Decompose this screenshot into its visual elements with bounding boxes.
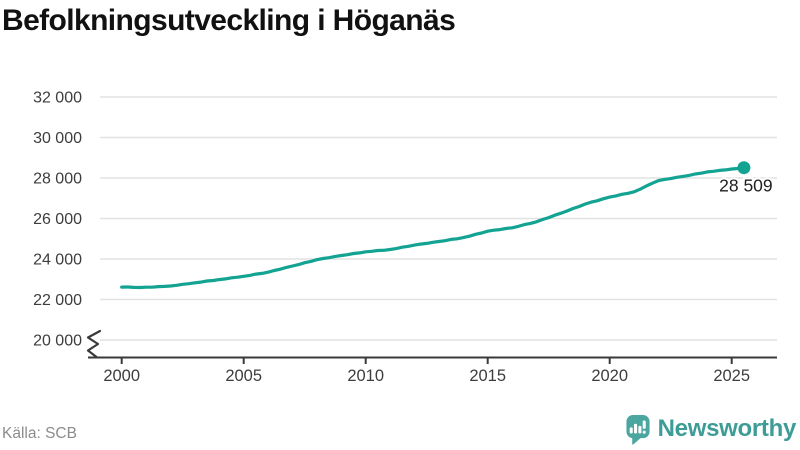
y-axis-labels: 20 000 22 000 24 000 26 000 28 000 30 00…	[33, 90, 82, 350]
x-axis-label: 2005	[225, 367, 262, 385]
y-axis-label: 24 000	[33, 252, 82, 269]
y-axis-label: 28 000	[33, 171, 82, 188]
series-end-value-label: 28 509	[719, 176, 773, 196]
y-axis-label: 26 000	[33, 211, 82, 228]
y-axis-label: 30 000	[33, 130, 82, 147]
x-axis-label: 2020	[591, 367, 628, 385]
chart-title: Befolkningsutveckling i Höganäs	[2, 4, 456, 37]
y-axis-break-zigzag	[86, 329, 102, 359]
series-end-dot	[737, 161, 751, 175]
y-axis-label: 22 000	[33, 292, 82, 309]
newsworthy-brand: Newsworthy	[625, 413, 796, 446]
x-axis-label: 2010	[347, 367, 384, 385]
newsworthy-wordmark: Newsworthy	[657, 415, 797, 442]
population-series-line	[120, 166, 746, 290]
x-axis-label: 2000	[103, 367, 140, 385]
y-axis-label: 20 000	[33, 333, 82, 350]
x-axis-ticks	[120, 357, 733, 364]
newsworthy-logo-icon	[626, 415, 650, 445]
gridlines	[100, 96, 777, 341]
x-axis-labels: 2000 2005 2010 2015 2020 2025	[103, 367, 750, 385]
source-note: Källa: SCB	[2, 425, 77, 442]
y-axis-label: 32 000	[33, 90, 82, 107]
x-axis-label: 2015	[469, 367, 506, 385]
x-axis-label: 2025	[713, 367, 750, 385]
